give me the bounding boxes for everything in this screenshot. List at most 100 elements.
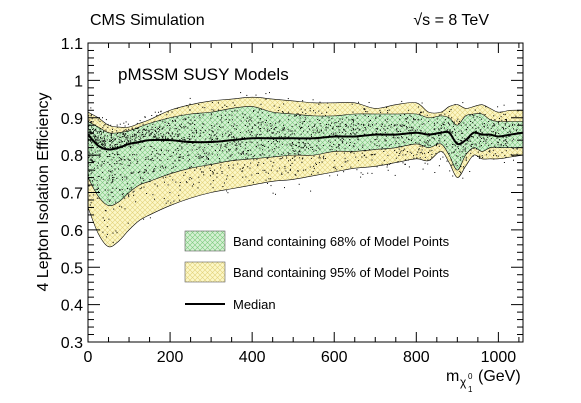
model-point bbox=[94, 124, 95, 126]
model-point bbox=[513, 148, 515, 150]
model-point bbox=[411, 134, 412, 136]
model-point bbox=[391, 116, 393, 118]
model-point bbox=[263, 162, 265, 164]
model-point bbox=[503, 128, 505, 130]
model-point bbox=[258, 109, 260, 111]
model-point bbox=[153, 135, 155, 137]
model-point bbox=[241, 141, 243, 143]
model-point bbox=[397, 161, 399, 162]
model-point bbox=[100, 165, 102, 167]
model-point bbox=[130, 186, 132, 188]
inner-title: pMSSM SUSY Models bbox=[118, 65, 289, 84]
model-point bbox=[439, 137, 441, 139]
model-point bbox=[493, 124, 495, 126]
model-point bbox=[148, 165, 150, 167]
model-point bbox=[228, 114, 230, 116]
model-point bbox=[93, 161, 95, 163]
model-point bbox=[363, 125, 365, 126]
model-point bbox=[489, 147, 491, 149]
model-point bbox=[185, 118, 187, 120]
model-point bbox=[418, 119, 420, 121]
model-point bbox=[343, 128, 345, 130]
model-point bbox=[317, 139, 319, 141]
model-point bbox=[211, 125, 213, 126]
model-point bbox=[92, 155, 94, 157]
model-point bbox=[393, 124, 395, 126]
model-point bbox=[444, 113, 446, 115]
model-point bbox=[195, 131, 197, 133]
model-point bbox=[120, 144, 122, 146]
model-point bbox=[165, 176, 167, 178]
model-point bbox=[166, 138, 168, 140]
model-point bbox=[258, 121, 260, 123]
model-point bbox=[132, 144, 134, 146]
model-point bbox=[139, 120, 141, 122]
model-point bbox=[341, 121, 343, 123]
model-point bbox=[118, 141, 120, 143]
model-point bbox=[396, 129, 398, 131]
model-point bbox=[420, 130, 422, 132]
model-point bbox=[253, 110, 254, 112]
model-point bbox=[273, 141, 275, 143]
model-point bbox=[417, 151, 419, 153]
model-point bbox=[260, 130, 262, 132]
model-point bbox=[163, 197, 165, 199]
model-point bbox=[92, 152, 94, 154]
model-point bbox=[403, 141, 405, 143]
model-point bbox=[178, 159, 180, 161]
model-point bbox=[294, 153, 296, 154]
model-point bbox=[460, 144, 462, 146]
model-point bbox=[198, 176, 200, 178]
model-point bbox=[281, 172, 283, 174]
model-point bbox=[482, 157, 484, 159]
model-point bbox=[419, 139, 421, 141]
model-point bbox=[509, 130, 511, 132]
model-point bbox=[211, 127, 213, 129]
model-point bbox=[390, 163, 391, 165]
model-point bbox=[312, 149, 314, 150]
legend-label-median: Median bbox=[233, 297, 276, 312]
model-point bbox=[369, 126, 371, 128]
model-point bbox=[302, 169, 304, 171]
model-point bbox=[305, 143, 307, 145]
model-point bbox=[304, 121, 305, 122]
model-point bbox=[334, 166, 336, 168]
model-point bbox=[112, 141, 114, 142]
model-point bbox=[266, 124, 268, 126]
model-point bbox=[444, 127, 445, 129]
model-point bbox=[339, 123, 341, 125]
model-point bbox=[397, 137, 399, 139]
model-point bbox=[460, 140, 462, 142]
model-point bbox=[451, 146, 453, 148]
model-point bbox=[170, 202, 172, 204]
model-point bbox=[388, 163, 390, 165]
model-point bbox=[452, 175, 454, 177]
model-point bbox=[213, 169, 215, 171]
model-point bbox=[244, 164, 246, 166]
model-point bbox=[406, 127, 408, 128]
model-point bbox=[101, 139, 103, 141]
model-point bbox=[282, 157, 284, 159]
model-point bbox=[233, 137, 235, 139]
model-point bbox=[229, 156, 231, 158]
legend-label-68: Band containing 68% of Model Points bbox=[233, 234, 450, 249]
model-point bbox=[424, 152, 426, 154]
model-point bbox=[144, 169, 146, 171]
model-point bbox=[95, 124, 97, 126]
model-point bbox=[255, 94, 257, 96]
model-point bbox=[298, 151, 300, 152]
model-point bbox=[272, 192, 274, 194]
model-point bbox=[204, 166, 206, 168]
model-point bbox=[291, 130, 293, 132]
model-point bbox=[179, 154, 181, 156]
model-point bbox=[466, 139, 468, 141]
model-point bbox=[510, 154, 512, 156]
model-point bbox=[115, 138, 116, 140]
model-point bbox=[421, 102, 423, 104]
model-point bbox=[96, 188, 98, 190]
model-point bbox=[113, 137, 115, 139]
model-point bbox=[399, 124, 401, 126]
model-point bbox=[418, 142, 420, 144]
model-point bbox=[193, 183, 194, 185]
model-point bbox=[508, 135, 510, 137]
